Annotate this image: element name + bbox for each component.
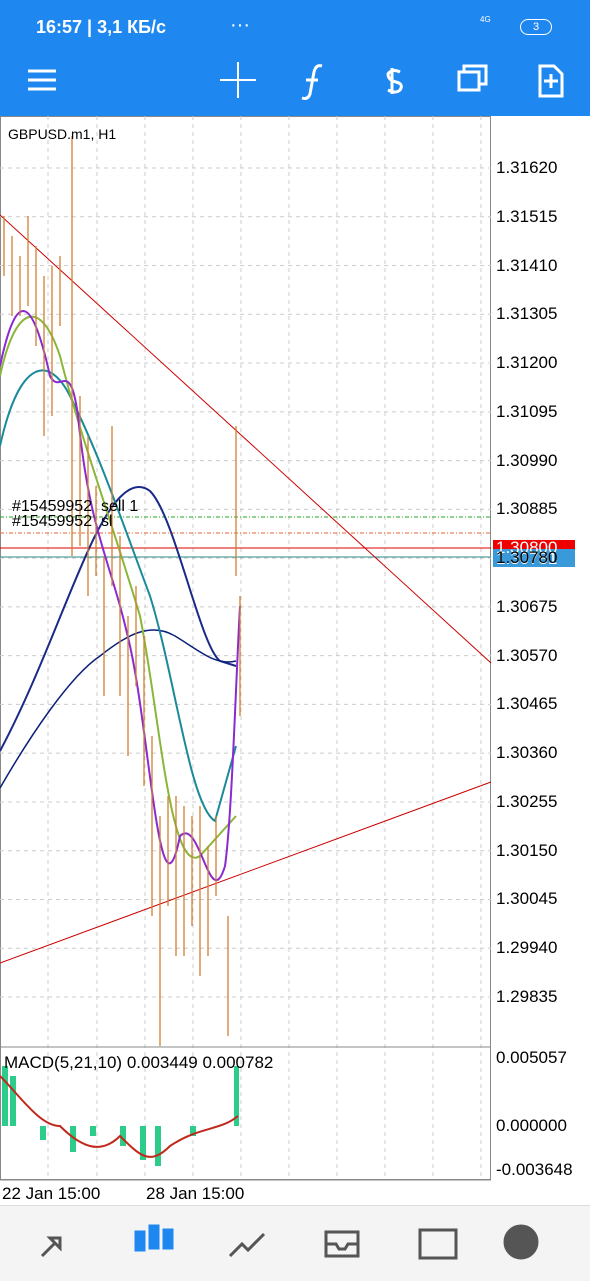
price-label: 1.31305 (496, 304, 558, 324)
sl-tag: 1.30800 (496, 538, 558, 557)
price-label: 1.31095 (496, 401, 558, 421)
macd-signal (0, 1075, 239, 1158)
status-time: 16:57 | 3,1 КБ/с (36, 17, 167, 37)
indicator-scale: 0.000000 (496, 1116, 567, 1135)
price-label: 1.30255 (496, 791, 558, 811)
price-label: 1.30570 (496, 645, 558, 665)
price-label: 1.31410 (496, 255, 558, 275)
menu-icon[interactable] (28, 69, 56, 91)
vertical-grid (47, 116, 482, 1180)
price-label: 1.30150 (496, 840, 558, 860)
indicator-scale: -0.003648 (496, 1160, 573, 1179)
chat-tab[interactable] (503, 1224, 539, 1260)
price-label: 1.30465 (496, 694, 558, 714)
indicator-scale: 0.005057 (496, 1048, 567, 1067)
chart-frame (0, 116, 491, 1180)
nav-icons (40, 1224, 539, 1260)
order-label: #15459952 sell 1 (12, 498, 139, 515)
price-label: 1.30885 (496, 499, 558, 519)
status-more: ··· (230, 14, 250, 36)
toolbar-icons (28, 62, 564, 100)
trade-icon[interactable] (386, 68, 403, 94)
price-label: 1.31620 (496, 158, 558, 177)
candles (3, 136, 241, 1046)
price-label: 1.31200 (496, 353, 558, 373)
price-label: 1.30675 (496, 596, 558, 616)
app-bar: 16:57 | 3,1 КБ/с ··· 4G 3 (0, 0, 590, 116)
bid-tag-bg (493, 549, 575, 567)
network: 4G (480, 15, 491, 24)
price-label: 1.30990 (496, 450, 558, 470)
price-label: 1.29940 (496, 938, 558, 958)
moving-averages (0, 310, 241, 882)
history-tab[interactable] (324, 1230, 360, 1258)
price-label: 1.31515 (496, 206, 558, 226)
new-order-icon[interactable] (538, 64, 564, 98)
crosshair-icon[interactable] (220, 62, 256, 98)
trade-tab[interactable] (228, 1232, 266, 1258)
price-label: 1.30045 (496, 889, 558, 909)
indicator-icon[interactable] (301, 64, 323, 100)
windows-icon[interactable] (457, 70, 481, 92)
price-lines (0, 214, 492, 964)
battery: 3 (520, 19, 552, 35)
symbol: GBPUSD.m1, H1 (8, 126, 117, 142)
order-label: #15459952 sl (12, 513, 113, 530)
time-label: 28 Jan 15:00 (146, 1184, 245, 1203)
price-label: 1.30780 (496, 548, 558, 568)
horizontal-grid (0, 167, 491, 998)
quotes-tab[interactable] (40, 1236, 62, 1258)
news-tab[interactable] (418, 1228, 458, 1260)
bottom-nav (0, 1205, 590, 1281)
macd-histogram (2, 1066, 239, 1166)
price-label: 1.30360 (496, 743, 558, 763)
chart-tab[interactable] (134, 1224, 174, 1252)
time-label: 22 Jan 15:00 (2, 1184, 101, 1203)
price-label: 1.29835 (496, 987, 558, 1006)
chart (0, 116, 575, 1181)
indicator-label: MACD(5,21,10) 0.003449 0.000782 (4, 1053, 274, 1072)
bid-tag: 1.30781 (496, 549, 558, 568)
